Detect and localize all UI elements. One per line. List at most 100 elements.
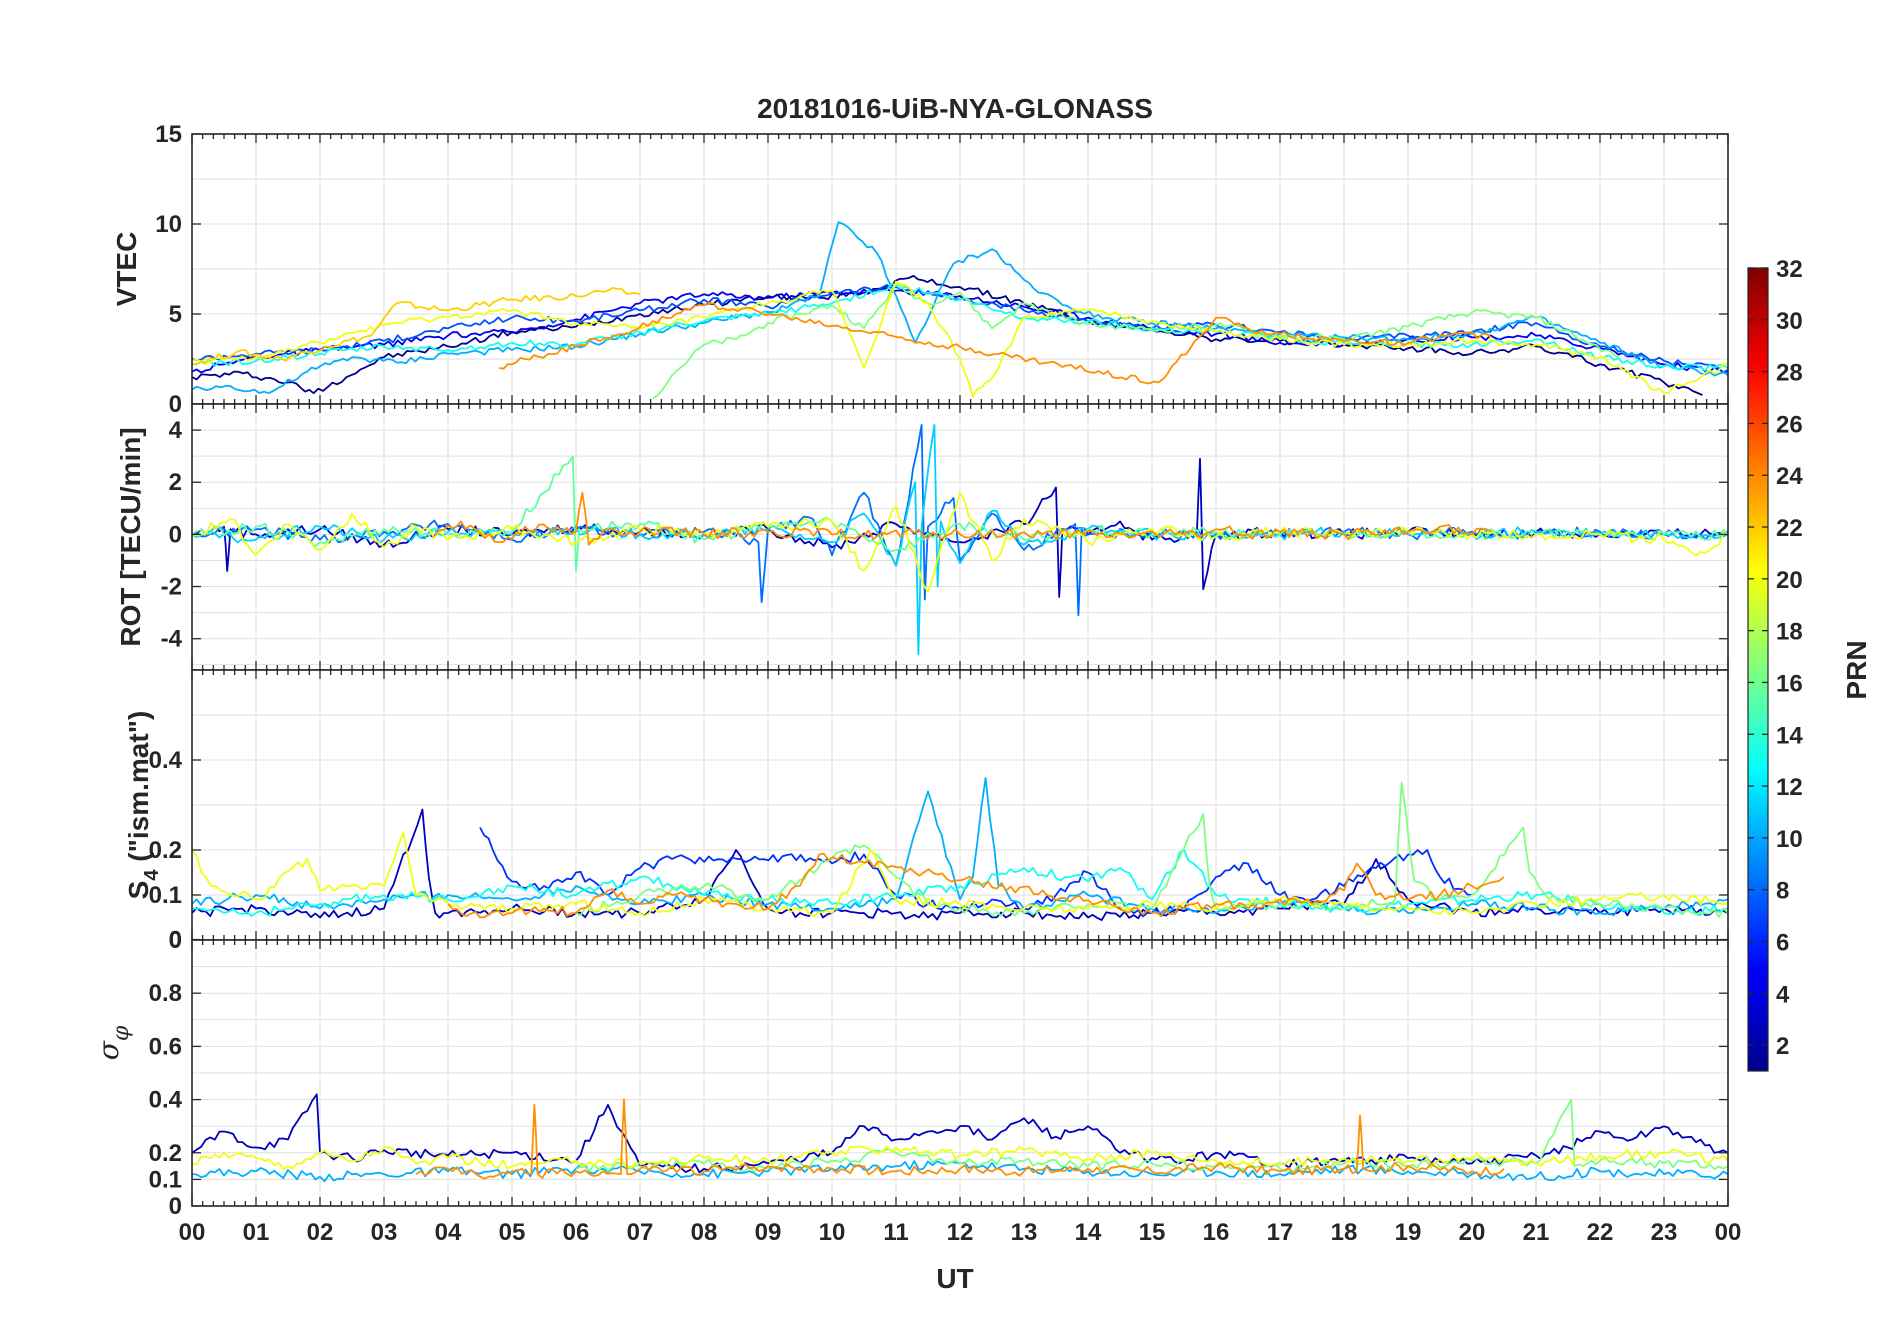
series-prn-16 (652, 284, 1620, 400)
colorbar-gradient (1747, 267, 1769, 1072)
x-tick-label: 04 (435, 1219, 462, 1246)
y-tick-label: 10 (155, 211, 182, 238)
series-prn-19 (192, 280, 1728, 398)
colorbar-tick-label: 30 (1776, 308, 1803, 335)
panel-vtec: 0 5 10 15 VTEC (111, 121, 1729, 418)
series-prn-23 (434, 491, 1492, 546)
series-prn-21 (192, 287, 641, 366)
y-tick-label: 0.2 (149, 1140, 182, 1167)
panel-x-ticks (191, 404, 1729, 670)
y-tick-label: 0.8 (149, 980, 182, 1007)
panel-series (192, 424, 1728, 656)
y-tick-label: 0 (169, 927, 182, 954)
x-tick-label: 03 (371, 1219, 398, 1246)
panel-y-axis: 00.10.2 0.4 0.6 0.8 (149, 980, 1728, 1220)
x-tick-label: 13 (1011, 1219, 1038, 1246)
panel-y-axis: 000.10.20.4 (149, 747, 1728, 954)
colorbar-tick-label: 2 (1776, 1033, 1789, 1060)
y-tick-label: 5 (169, 301, 182, 328)
panel-s4: 000.10.20.4S4 ("ism.mat") (123, 669, 1729, 954)
y-axis-label: ROT [TECU/min] (115, 427, 146, 646)
series-prn-10 (192, 221, 1728, 395)
y-tick-label: 2 (169, 469, 182, 496)
colorbar-tick-label: 24 (1776, 463, 1803, 490)
x-tick-label: 12 (947, 1219, 974, 1246)
x-tick-label: 23 (1651, 1219, 1678, 1246)
y-tick-label: -2 (161, 574, 182, 601)
panel-x-ticks (191, 940, 1729, 1206)
chart-title: 20181016-UiB-NYA-GLONASS (757, 93, 1153, 124)
colorbar-tick-label: 28 (1776, 360, 1803, 387)
colorbar-tick-label: 10 (1776, 826, 1803, 853)
x-tick-label: 21 (1523, 1219, 1550, 1246)
colorbar-tick-label: 26 (1776, 411, 1803, 438)
y-tick-label: 4 (169, 417, 183, 444)
panel-y-axis: -4 -2 0 2 4 (161, 417, 1728, 653)
x-tick-label: 10 (819, 1219, 846, 1246)
panel-sigma_phi: 00.10.2 0.4 0.6 0.8 σφ (92, 939, 1729, 1220)
y-tick-label: 0.1 (149, 1166, 182, 1193)
x-tick-label: 22 (1587, 1219, 1614, 1246)
panel-x-ticks (191, 670, 1729, 940)
colorbar-tick-label: 22 (1776, 515, 1803, 542)
series-prn-23 (415, 1098, 1505, 1180)
series-prn-4 (192, 287, 1728, 374)
x-tick-label: 16 (1203, 1219, 1230, 1246)
colorbar-tick-label: 12 (1776, 774, 1803, 801)
y-axis-label: σφ (92, 1025, 134, 1060)
y-tick-label: -4 (161, 626, 183, 653)
series-prn-16 (575, 781, 1728, 918)
y-tick-label: 0.4 (149, 747, 183, 774)
panel-y-axis: 0 5 10 15 (155, 121, 1728, 418)
x-tick-label: 17 (1267, 1219, 1294, 1246)
x-tick-label: 08 (691, 1219, 718, 1246)
series-prn-13 (192, 849, 1728, 917)
y-axis-label: S4 ("ism.mat") (123, 711, 163, 900)
colorbar-tick-label: 6 (1776, 929, 1789, 956)
x-tick-label: 05 (499, 1219, 526, 1246)
x-tick-label: 19 (1395, 1219, 1422, 1246)
series-prn-19 (192, 1145, 1728, 1170)
x-tick-label: 09 (755, 1219, 782, 1246)
x-tick-label: 15 (1139, 1219, 1166, 1246)
y-tick-label: 0.2 (149, 837, 182, 864)
x-tick-label: 20 (1459, 1219, 1486, 1246)
colorbar-tick-label: 18 (1776, 619, 1803, 646)
colorbar-tick-label: 8 (1776, 878, 1789, 905)
panel-series (192, 221, 1728, 400)
x-tick-label: 00 (179, 1219, 206, 1246)
colorbar-label: PRN (1841, 640, 1872, 699)
y-tick-label: 0.4 (149, 1087, 183, 1114)
series-prn-10 (192, 777, 1728, 917)
colorbar-tick-label: 20 (1776, 567, 1803, 594)
x-tick-label: 06 (563, 1219, 590, 1246)
series-prn-23 (499, 302, 1492, 385)
colorbar-tick-label: 14 (1776, 722, 1803, 749)
x-axis-tick-labels: 00 01 02 03 04 05 06 07 08 09 10 11 12 13 14 15 16 17 18 19… (179, 1219, 1742, 1246)
x-tick-label: 07 (627, 1219, 654, 1246)
x-tick-label: 11 (883, 1219, 908, 1246)
colorbar-tick-label: 32 (1776, 256, 1803, 283)
colorbar-tick-label: 4 (1776, 981, 1790, 1008)
y-tick-label: 15 (155, 121, 182, 148)
series-prn-16 (575, 1098, 1728, 1173)
y-tick-label: 0 (169, 927, 182, 954)
panel-x-ticks (191, 134, 1729, 404)
colorbar-tick-label: 16 (1776, 670, 1803, 697)
y-axis-label: VTEC (111, 232, 142, 307)
x-tick-label: 01 (243, 1219, 270, 1246)
x-tick-label: 02 (307, 1219, 334, 1246)
series-prn-13 (192, 282, 1728, 372)
series-prn-23 (447, 852, 1505, 919)
y-tick-label: 0.6 (149, 1033, 182, 1060)
panel-rot: -4 -2 0 2 4 ROT [TECU/min] (115, 403, 1729, 671)
y-tick-label: 0 (169, 391, 182, 418)
x-tick-label: 00 (1715, 1219, 1742, 1246)
x-tick-label: 14 (1075, 1219, 1102, 1246)
y-tick-label: 0 (169, 521, 182, 548)
panel-series (192, 1093, 1728, 1183)
x-axis-label: UT (936, 1263, 973, 1294)
